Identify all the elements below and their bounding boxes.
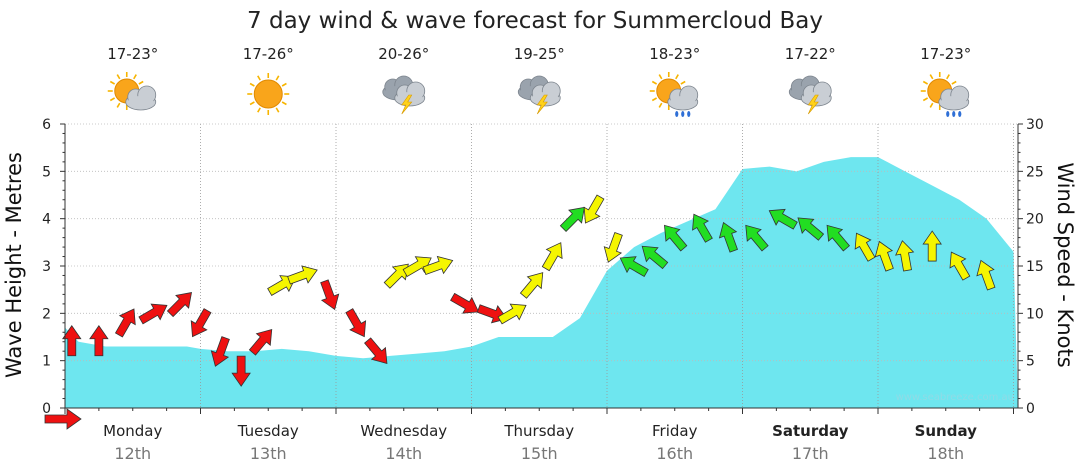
plot-area [62,123,1018,409]
wind-arrow [619,256,649,278]
wind-arrow [976,259,996,291]
day-date-label: 12th [114,444,151,463]
wind-arrow [231,355,251,387]
temperature-range: 17-23° [107,45,158,63]
y-tick-label-left: 5 [42,164,51,180]
chart-title: 7 day wind & wave forecast for Summerclo… [247,8,823,34]
temperature-range: 19-25° [514,45,565,63]
day-date-label: 15th [521,444,558,463]
temperature-range: 20-26° [378,45,429,63]
wind-arrow [364,337,388,364]
wind-arrow [44,408,82,430]
wind-arrow [89,325,109,357]
wind-arrow [718,221,739,253]
wind-arrow [62,325,82,357]
thunderstorm-icon [382,75,426,115]
wind-arrow [287,265,318,285]
temperature-range: 17-23° [920,45,971,63]
wind-arrow [768,208,798,230]
day-header-row: 17-23° 17-26° 20-26° 19-25° 18-23° 17-22° 17-2… [107,45,971,117]
day-name-label: Saturday [772,422,849,440]
wind-arrow [797,217,825,241]
thunderstorm-icon [517,75,561,115]
watermark: www.seabreeze.com.au [896,392,1014,403]
wind-arrow [402,256,432,278]
temperature-range: 17-22° [785,45,836,63]
y-tick-label-right: 30 [1026,117,1044,133]
wind-arrow [874,240,894,272]
day-name-label: Thursday [503,422,574,440]
temperature-range: 18-23° [649,45,700,63]
wind-arrow [541,242,563,272]
temperature-range: 17-26° [243,45,294,63]
wind-arrow [854,232,876,262]
y-tick-label-right: 15 [1026,259,1044,275]
day-name-label: Friday [652,422,698,440]
y-tick-label-right: 0 [1026,401,1035,417]
sun-rain-icon [920,72,970,117]
y-axis-left-label: Wave Height - Metres [2,152,26,378]
axes: 0 1 2 3 4 5 6 0 5 10 15 20 25 30 Monday 12th Tuesday 13th… [42,117,1044,463]
y-tick-label-left: 1 [42,354,51,370]
day-date-label: 13th [250,444,287,463]
day-date-label: 17th [792,444,829,463]
wind-arrow [895,240,915,272]
wind-arrow [692,213,713,243]
y-tick-label-right: 20 [1026,212,1044,228]
y-tick-label-left: 3 [42,259,51,275]
y-tick-label-left: 4 [42,212,51,228]
day-name-label: Wednesday [360,422,447,440]
wind-arrow [922,230,942,262]
day-date-label: 16th [656,444,693,463]
wind-arrow [422,255,454,276]
wind-arrow [267,275,297,296]
wind-arrow [345,308,367,338]
day-date-label: 14th [385,444,422,463]
sun-cloud-icon [107,72,157,111]
y-axis-right-label: Wind Speed - Knots [1053,162,1077,367]
wind-arrow [519,272,544,299]
wind-arrow [190,308,212,338]
sun-icon [247,73,290,115]
wind-arrow [248,328,273,356]
y-tick-label-right: 10 [1026,306,1044,322]
y-tick-label-left: 0 [42,401,51,417]
wind-arrow [603,232,623,263]
thunderstorm-icon [788,75,832,115]
wind-arrow [114,308,136,338]
wind-arrow [664,224,688,252]
day-date-label: 18th [927,444,964,463]
y-tick-label-left: 2 [42,306,51,322]
day-name-label: Tuesday [237,422,299,440]
wind-arrow [497,303,527,325]
day-name-label: Sunday [915,422,978,440]
wind-arrow [210,336,230,367]
day-name-label: Monday [103,422,162,440]
wind-arrow [559,206,585,232]
wind-arrow [949,251,971,281]
wind-arrow [320,279,340,311]
wind-arrow [826,224,850,252]
wind-arrow [450,292,480,314]
sun-rain-icon [649,72,699,117]
wind-arrow [383,263,409,289]
wind-arrow [138,303,168,325]
wind-arrow [583,194,605,224]
wind-arrow [745,224,769,252]
wind-arrow [166,292,192,318]
y-tick-label-right: 25 [1026,164,1044,180]
wind-arrow [641,245,669,270]
y-tick-label-left: 6 [42,117,51,133]
y-tick-label-right: 5 [1026,354,1035,370]
